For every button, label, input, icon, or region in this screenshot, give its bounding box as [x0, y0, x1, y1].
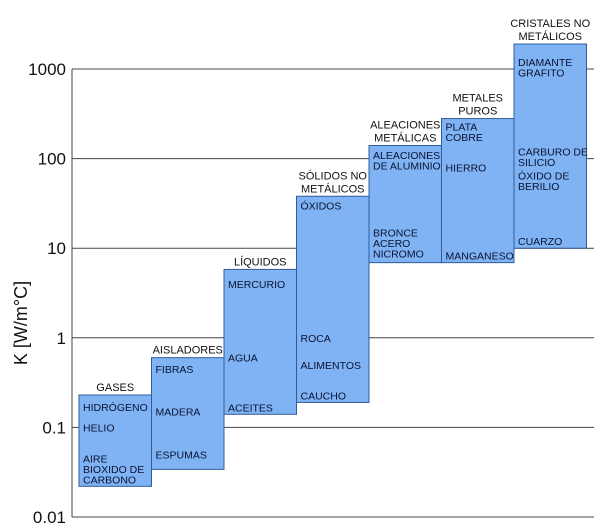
material-label: NICROMO: [373, 248, 424, 260]
y-axis-title: K [W/m°C]: [11, 281, 31, 365]
range-bar: [441, 118, 515, 264]
y-tick-label: 0.01: [33, 508, 66, 525]
material-label: HIDRÓGENO: [83, 401, 148, 414]
material-label: MADERA: [156, 407, 201, 419]
category-label: METÁLICOS: [518, 30, 582, 43]
category-label: LÍQUIDOS: [234, 255, 287, 268]
material-label: ALIMENTOS: [301, 360, 362, 372]
category-bar: LÍQUIDOS MERCURIO AGUA ACEITES: [223, 255, 297, 415]
material-label: MERCURIO: [228, 279, 285, 291]
material-label: HELIO: [83, 422, 115, 434]
category-label: METÁLICAS: [374, 132, 436, 145]
material-label: AIRE: [83, 453, 108, 465]
category-bar: AISLADORES FIBRAS MADERA ESPUMAS: [151, 345, 225, 470]
y-tick-label: 100: [38, 150, 66, 169]
material-label: BERILIO: [518, 181, 559, 193]
y-tick-label: 0.1: [42, 418, 66, 437]
material-label: BIOXIDO DE: [83, 464, 144, 476]
y-tick-label: 1: [57, 329, 66, 348]
material-label: GRAFITO: [518, 67, 564, 79]
material-label: CARBURO DE: [518, 147, 588, 159]
material-label: ÓXIDO DE: [518, 170, 569, 183]
material-label: MANGANESO: [446, 251, 514, 263]
category-label: ALEACIONES: [370, 120, 440, 132]
range-bar: [223, 268, 297, 415]
material-label: DE ALUMINIO: [373, 160, 441, 172]
material-label: ACERO: [373, 238, 410, 250]
y-tick-label: 10: [47, 239, 66, 258]
material-label: ACEITES: [228, 402, 273, 414]
category-label: AISLADORES: [153, 345, 223, 357]
material-label: DIAMANTE: [518, 57, 572, 69]
category-label: PUROS: [458, 106, 497, 118]
material-label: CUARZO: [518, 236, 562, 248]
material-label: ÓXIDOS: [301, 199, 342, 212]
material-label: CAUCHO: [301, 390, 347, 402]
y-axis: 1000 100 10 1 0.1 0.01: [28, 60, 73, 525]
y-tick-label: 1000: [28, 60, 66, 79]
category-label: CRISTALES NO: [510, 18, 590, 30]
material-label: HIERRO: [446, 162, 487, 174]
range-bar: [513, 43, 587, 249]
material-label: PLATA: [446, 122, 478, 134]
category-label: SÓLIDOS NO: [299, 169, 368, 182]
material-label: ROCA: [301, 333, 331, 345]
category-label: GASES: [96, 382, 134, 394]
material-label: ALEACIONES: [373, 150, 440, 162]
material-label: BRONCE: [373, 227, 418, 239]
material-label: COBRE: [446, 132, 483, 144]
category-label: METÁLICOS: [301, 182, 365, 195]
material-label: ESPUMAS: [156, 449, 207, 461]
category-label: METALES: [452, 93, 503, 105]
range-bar: [368, 145, 442, 264]
material-label: CARBONO: [83, 474, 136, 486]
range-bar: [78, 394, 152, 487]
material-label: AGUA: [228, 353, 258, 365]
range-bar: [296, 195, 370, 403]
material-label: FIBRAS: [156, 364, 194, 376]
material-label: SILICIO: [518, 157, 555, 169]
